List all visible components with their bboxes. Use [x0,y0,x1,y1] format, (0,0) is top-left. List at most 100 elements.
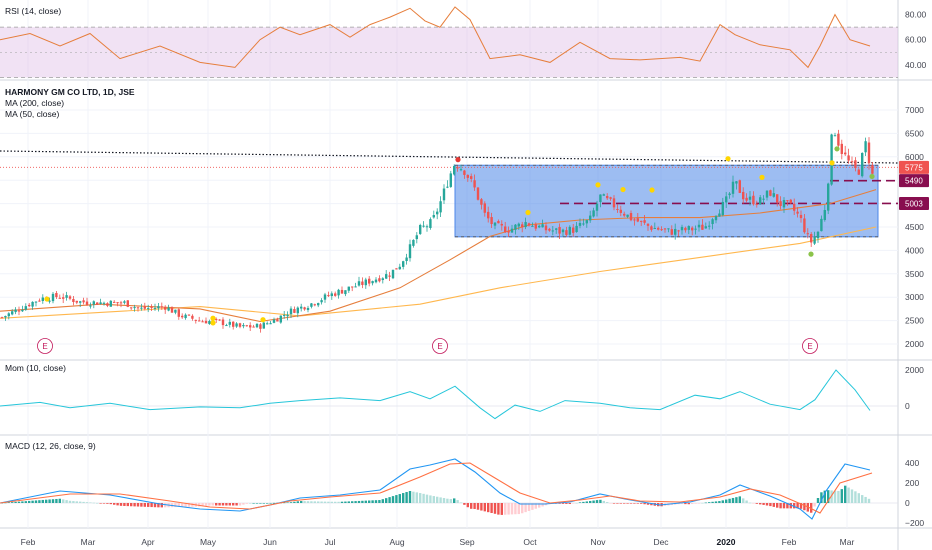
candle-body [181,315,184,318]
macd-histogram-bar [847,487,850,503]
earnings-marker-label: E [42,342,47,351]
macd-histogram-bar [772,503,775,507]
candle-body [476,187,480,200]
candle-body [633,219,636,221]
macd-histogram-bar [691,503,694,505]
macd-histogram-bar [415,492,418,503]
price-tick-label: 6000 [905,152,924,162]
candle-body [871,165,874,174]
x-axis-label: Dec [653,537,669,547]
signal-dot [725,156,731,162]
candle-body [820,218,823,232]
macd-histogram-bar [266,503,269,504]
candle-body [670,229,673,235]
macd-histogram-bar [7,502,10,503]
candle-body [823,209,826,221]
macd-histogram-bar [160,503,163,508]
candle-body [184,314,187,319]
macd-histogram-bar [616,503,619,504]
macd-histogram-bar [568,503,571,504]
candle-body [167,307,170,311]
candle-body [646,223,650,226]
candle-body [623,213,626,216]
candle-body [38,300,41,302]
candle-body [701,224,704,230]
candle-body [762,198,765,200]
signal-dot [455,157,461,163]
macd-histogram-bar [483,503,486,512]
price-pane[interactable]: HARMONY GM CO LTD, 1D, JSE MA (200, clos… [5,87,135,119]
macd-histogram-bar [466,503,469,508]
macd-histogram-bar [769,503,772,507]
candle-body [96,302,99,305]
candle-body [500,223,503,226]
macd-histogram-bar [130,503,133,507]
earnings-marker[interactable] [37,338,53,354]
macd-histogram-bar [89,502,92,504]
macd-histogram-bar [153,503,157,508]
macd-histogram-bar [796,503,799,509]
macd-histogram-bar [126,503,129,507]
earnings-marker[interactable] [432,338,448,354]
candle-body [667,228,670,230]
macd-histogram-bar [371,500,374,503]
macd-histogram-bar [201,503,204,507]
macd-histogram-bar [558,503,561,504]
signal-dot [834,146,840,152]
macd-histogram-bar [629,503,633,504]
price-badge-label: 5490 [905,177,923,186]
rsi-pane[interactable]: RSI (14, close) [0,6,898,78]
macd-histogram-bar [150,503,153,508]
resistance-trendline [0,150,899,164]
candle-body [548,228,551,231]
macd-histogram-bar [225,503,228,506]
candle-body [796,211,799,214]
candle-body [109,300,112,307]
candle-body [255,323,259,328]
rsi-tick-label: 60.00 [905,35,927,45]
candle-body [422,225,425,227]
candle-body [731,181,735,194]
candle-body [347,286,350,291]
macd-histogram-bar [405,492,408,503]
macd-histogram-bar [218,503,221,506]
macd-histogram-bar [725,499,728,503]
candle-body [538,225,541,228]
candle-body [89,305,92,307]
candle-body [803,218,806,233]
macd-histogram-bar [844,485,847,503]
candle-body [269,323,272,325]
macd-histogram-bar [96,502,99,504]
price-tick-label: 2500 [905,316,924,326]
candle-body [470,176,473,179]
candle-body [609,197,612,199]
candle-body [517,223,520,227]
macd-histogram-bar [439,497,442,503]
macd-histogram-bar [374,500,378,503]
macd-histogram-bar [310,501,313,503]
macd-histogram-bar [538,503,541,508]
macd-histogram-bar [58,498,61,503]
signal-dot [210,320,216,326]
earnings-marker[interactable] [802,338,818,354]
macd-histogram-bar [718,501,721,503]
macd-histogram-bar [527,503,531,511]
x-axis-label: Feb [782,537,797,547]
candle-body [378,278,381,282]
price-badge [899,160,929,174]
macd-histogram-bar [643,503,646,505]
macd-histogram-bar [344,501,347,503]
macd-histogram-bar [687,503,690,505]
candle-body [238,323,242,327]
candle-body [334,293,337,296]
candle-body [272,319,276,323]
macd-histogram-bar [337,501,340,503]
macd-histogram-bar [272,502,276,504]
candle-body [453,165,456,175]
candle-body [840,143,843,154]
candle-body [568,226,571,235]
candle-body [626,214,629,217]
macd-tick-label: 400 [905,458,919,468]
macd-histogram-bar [623,503,626,504]
